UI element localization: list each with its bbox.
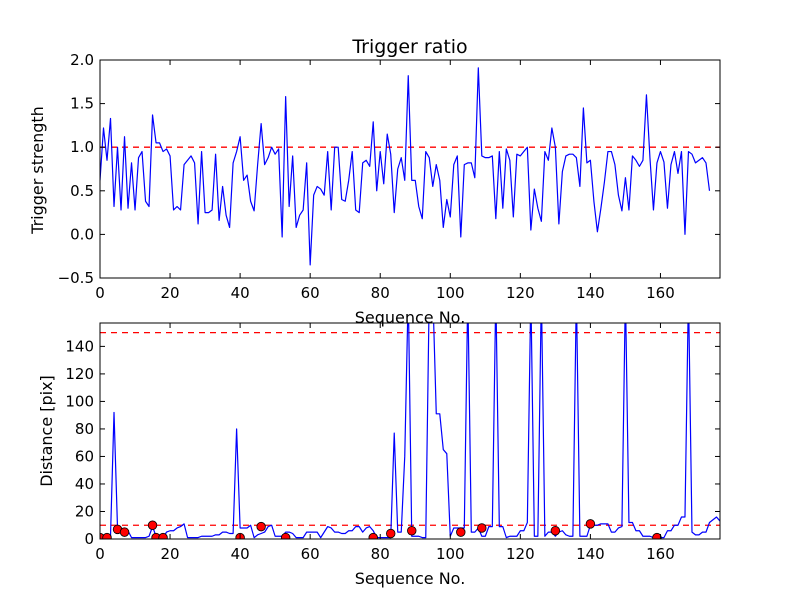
x-axis-label: Sequence No. [355,308,466,327]
axes-frame [99,322,721,540]
y-tick-label: 120 [65,365,94,383]
y-tick-label: 60 [75,447,94,465]
x-tick-label: 0 [95,545,105,563]
x-tick-label: 0 [95,284,105,302]
y-tick-label: 100 [65,392,94,410]
y-tick-label: 140 [65,337,94,355]
y-tick-label: 0 [84,530,94,548]
x-axis-label: Sequence No. [355,569,466,588]
y-axis-label: Distance [pix] [37,375,56,487]
series-line [100,67,711,266]
y-tick-label: 2.0 [70,51,94,69]
x-tick-label: 100 [436,284,465,302]
data-point [119,527,130,537]
x-tick-label: 80 [371,284,390,302]
y-tick-label: −0.5 [58,269,94,287]
x-tick-label: 40 [231,284,250,302]
y-axis-label: Trigger strength [28,106,47,235]
x-tick-label: 120 [506,545,535,563]
data-point [585,519,596,529]
x-tick-label: 20 [161,545,180,563]
data-point [407,526,417,536]
x-tick-label: 140 [576,545,605,563]
data-point [386,528,396,539]
x-tick-label: 20 [161,284,180,302]
plot-area: 0 20 40 60 80 100 120 140 160 0 20 40 60 80 100 120 140 [65,322,721,563]
data-point [368,532,378,539]
x-tick-label: 60 [301,545,320,563]
chart-title: Trigger ratio [351,36,467,58]
x-tick-label: 160 [646,284,675,302]
y-tick-label: 80 [75,420,94,438]
x-tick-label: 40 [231,545,250,563]
data-point [456,527,466,537]
series-line [100,323,720,539]
plot-area: 0 20 40 60 80 100 120 140 160 −0.5 0.0 0.5 1.0 1.5 2.0 [58,51,721,302]
trigger-ratio-chart: Trigger ratio Sequence No. Trigger stren… [28,36,721,327]
distance-chart: Sequence No. Distance [pix] 0 20 40 60 80 100… [37,322,721,588]
axes-frame [99,59,721,279]
y-tick-label: 20 [75,502,94,520]
data-point [102,532,112,539]
x-tick-label: 140 [576,284,605,302]
x-tick-label: 60 [301,284,320,302]
y-tick-label: 40 [75,475,94,493]
data-point [256,521,266,532]
data-point [280,532,291,539]
y-tick-label: 1.5 [70,95,94,113]
x-tick-label: 80 [371,545,390,563]
x-tick-label: 160 [646,545,675,563]
y-tick-label: 0.5 [70,182,94,200]
data-point [652,532,662,539]
data-point [158,532,168,539]
data-point [550,526,561,536]
y-tick-label: 0.0 [70,225,94,243]
x-tick-label: 100 [436,545,465,563]
data-point [147,520,158,530]
data-point [477,523,487,533]
y-tick-label: 1.0 [70,138,94,156]
x-tick-label: 120 [506,284,535,302]
